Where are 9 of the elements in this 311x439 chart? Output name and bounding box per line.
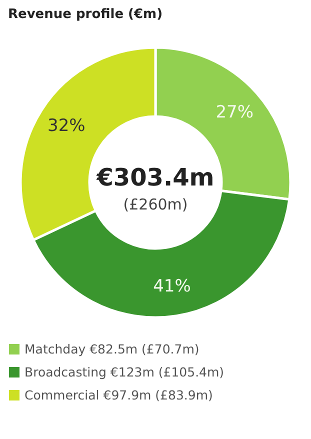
text: €303.4m [96,164,214,192]
legend-label: Commercial €97.9m (£83.9m) [24,387,213,402]
legend-label: Matchday €82.5m (£70.7m) [24,341,200,356]
data-label: 27% [216,102,254,123]
legend-label: Broadcasting €123m (£105.4m) [24,364,224,380]
data-label: 41% [153,276,191,297]
text: (£260m) [123,196,188,214]
chart-title: Revenue profile (€m) [8,7,163,22]
data-label: 32% [48,116,86,136]
